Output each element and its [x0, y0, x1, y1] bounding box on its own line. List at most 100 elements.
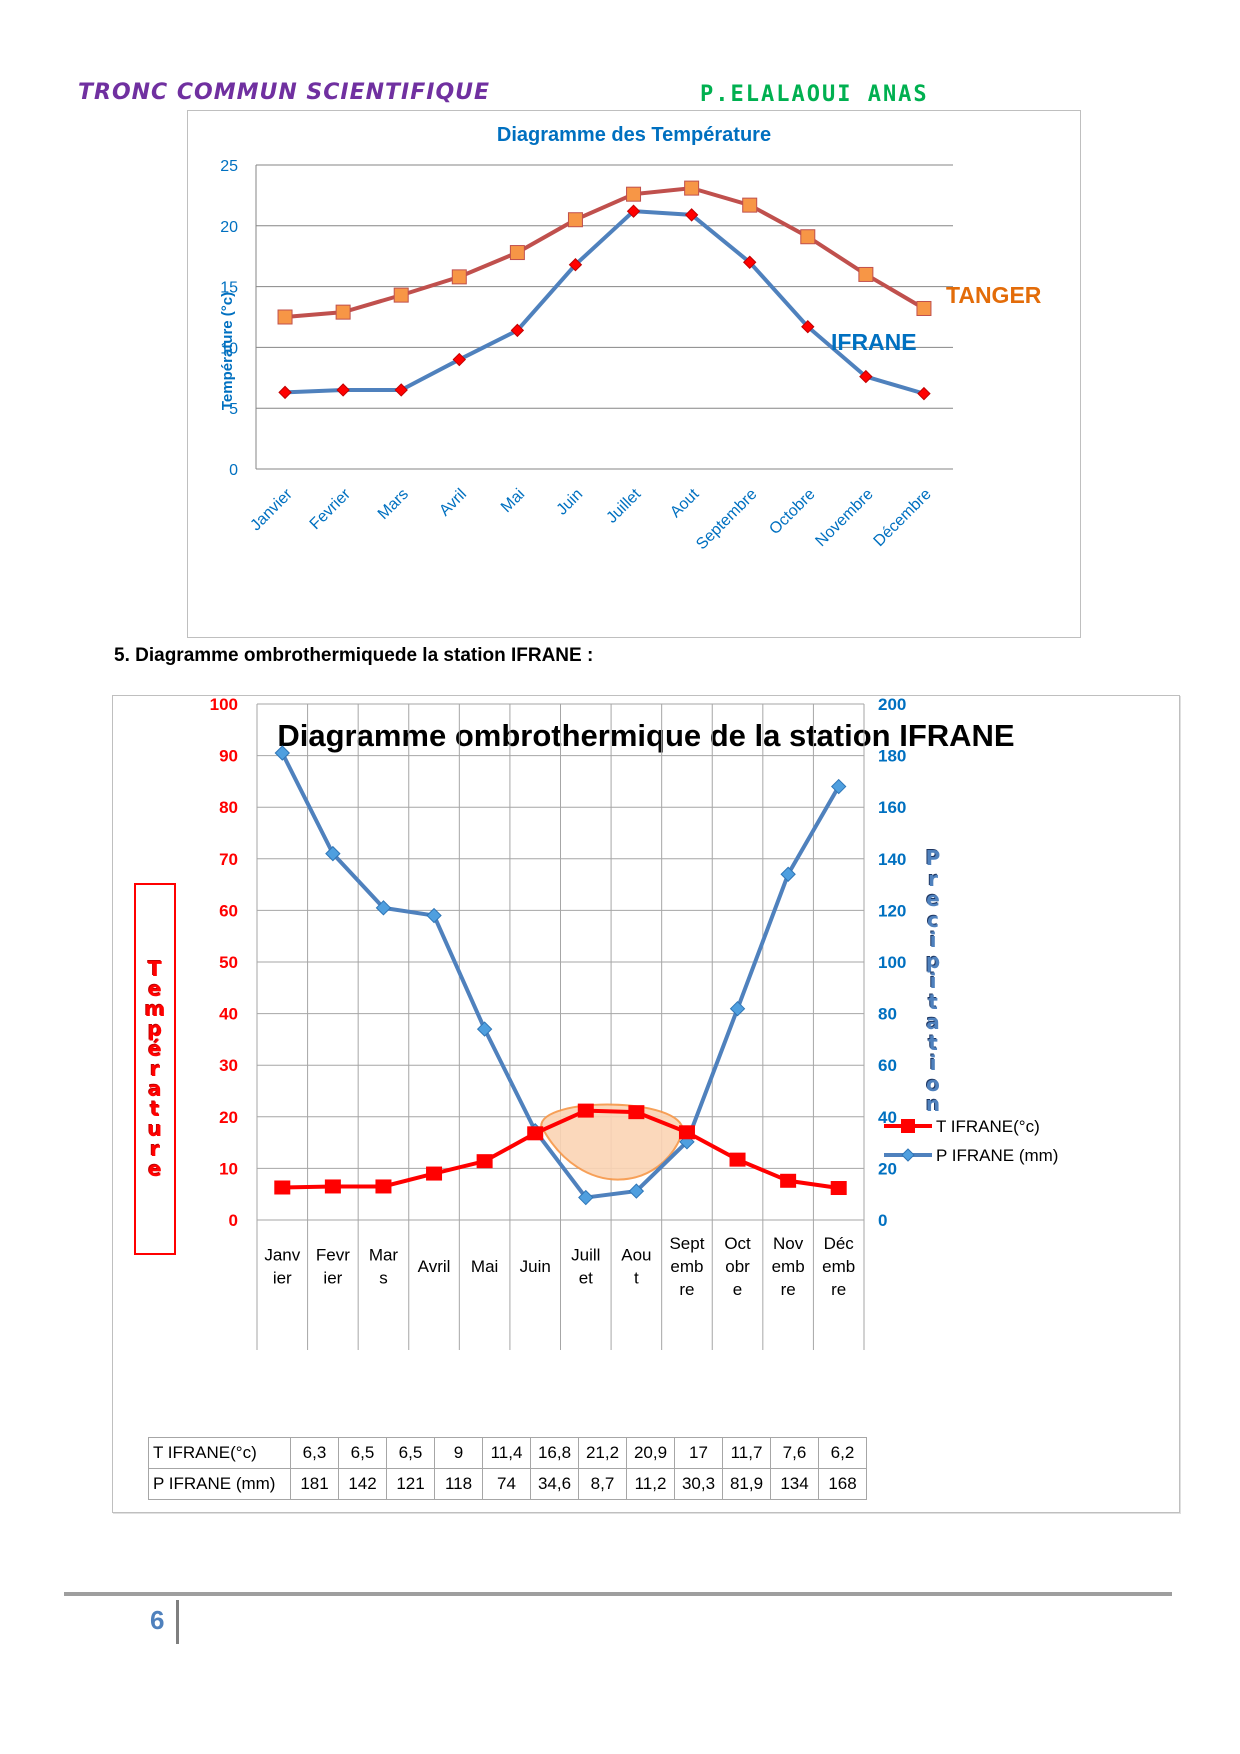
header-course-title: TRONC COMMUN SCIENTIFIQUE	[78, 80, 491, 105]
ombrothermic-month-label: t	[634, 1269, 639, 1288]
temperature-axis-tick: 100	[210, 696, 238, 714]
temperature-chart-y-tick: 20	[220, 219, 238, 236]
temperature-chart-x-tick: Mars	[375, 486, 412, 523]
temperature-axis-title-letter: t	[150, 1097, 160, 1121]
temperature-axis-title-letter: u	[147, 1117, 163, 1141]
table-cell: 21,2	[578, 1437, 627, 1469]
precipitation-axis-tick: 120	[878, 901, 906, 920]
ifrane-temperature-point	[684, 208, 699, 222]
table-row-label: P IFRANE (mm)	[148, 1468, 291, 1500]
precipitation-axis-tick: 80	[878, 1005, 897, 1024]
tanger-temperature-point	[277, 309, 293, 325]
table-cell: 142	[338, 1468, 387, 1500]
table-cell: 16,8	[530, 1437, 579, 1469]
precipitation-axis-title-letter: o	[926, 1071, 940, 1096]
ifrane-series-label: IFRANE	[831, 329, 917, 355]
temperature-point	[678, 1125, 695, 1140]
table-cell: 11,4	[482, 1437, 531, 1469]
table-cell: 6,5	[338, 1437, 387, 1469]
temperature-chart-x-tick: Octobre	[766, 486, 818, 538]
temperature-axis-title-letter: e	[148, 1157, 162, 1181]
header-author: P.ELALAOUI ANAS	[700, 82, 929, 107]
ifrane-temperature-point	[568, 258, 583, 272]
ombrothermic-month-label: Juill	[571, 1246, 600, 1265]
temperature-point	[324, 1179, 341, 1194]
temperature-chart-x-tick: Fevrier	[307, 485, 355, 533]
ombrothermic-month-label: e	[733, 1280, 742, 1299]
table-cell: 74	[482, 1468, 531, 1500]
ombrothermic-month-label: ier	[323, 1269, 342, 1288]
precipitation-axis-title-letter: i	[929, 1051, 937, 1075]
precipitation-axis-tick: 140	[878, 850, 906, 869]
temperature-chart-x-tick: Juillet	[603, 485, 644, 526]
tanger-temperature-line	[284, 186, 925, 319]
precipitation-point	[375, 900, 392, 916]
temperature-line	[282, 1108, 839, 1190]
tanger-temperature-point	[509, 245, 525, 261]
temperature-chart-y-tick: 15	[220, 280, 238, 297]
temperature-axis-title-letter: é	[148, 1037, 162, 1061]
precipitation-axis-title-letter: t	[928, 989, 938, 1014]
temperature-axis-title-letter: a	[148, 1077, 162, 1101]
temperature-axis-tick: 10	[219, 1159, 238, 1178]
precipitation-axis-tick: 20	[878, 1159, 897, 1178]
ombrothermic-month-label: Avril	[418, 1257, 451, 1276]
precipitation-axis-title-letter: p	[925, 948, 941, 973]
ifrane-temperature-point	[452, 352, 466, 367]
temperature-chart-x-tick: Novembre	[812, 486, 876, 550]
table-cell: 11,7	[722, 1437, 771, 1469]
temperature-axis-title-letter: p	[147, 1017, 163, 1041]
temperature-chart-frame: Diagramme des Température Température (°…	[187, 110, 1081, 638]
precipitation-point	[729, 1000, 746, 1017]
footer-divider	[64, 1592, 1172, 1596]
ombrothermic-month-label: s	[379, 1269, 388, 1288]
temperature-chart-x-tick: Décembre	[871, 486, 935, 550]
temperature-axis-tick: 20	[219, 1108, 238, 1127]
precipitation-axis-title-letter: i	[929, 928, 937, 952]
precipitation-axis-title-letter: c	[927, 907, 939, 932]
temperature-axis-title-letter: r	[150, 1137, 160, 1161]
temperature-point	[577, 1103, 594, 1118]
precipitation-axis-tick: 0	[878, 1211, 887, 1230]
ombrothermic-month-label: Mar	[369, 1246, 399, 1265]
ifrane-temperature-point	[917, 386, 931, 401]
precipitation-point	[831, 778, 847, 795]
ombrothermic-month-label: re	[679, 1280, 694, 1299]
precipitation-point	[274, 745, 290, 761]
legend-temperature-marker	[901, 1119, 915, 1133]
ombrothermic-month-label: emb	[772, 1257, 805, 1276]
ombrothermic-legend: T IFRANE(°c) P IFRANE (mm)	[884, 1117, 1058, 1165]
precipitation-point	[476, 1021, 493, 1037]
temperature-point	[628, 1105, 645, 1120]
page-number-separator	[176, 1600, 179, 1644]
temperature-chart-title: Diagramme des Température	[497, 124, 771, 146]
temperature-chart: Diagramme des Température Température (°…	[219, 124, 1042, 553]
ifrane-temperature-point	[743, 255, 757, 269]
tanger-temperature-point	[800, 229, 816, 245]
ifrane-temperature-point	[510, 323, 525, 338]
temperature-chart-x-tick: Mai	[498, 486, 528, 516]
tanger-temperature-point	[858, 266, 874, 282]
precipitation-axis-title-letter: e	[926, 887, 940, 911]
temperature-axis-tick: 80	[219, 798, 238, 817]
temperature-point	[426, 1166, 443, 1181]
table-cell: 30,3	[674, 1468, 723, 1500]
page-number: 6	[150, 1605, 165, 1635]
temperature-point	[274, 1180, 291, 1195]
temperature-axis-tick: 30	[219, 1056, 238, 1075]
tanger-temperature-point	[567, 212, 583, 228]
ombrothermic-month-label: Nov	[773, 1234, 804, 1253]
ombrothermic-month-label: Oct	[724, 1234, 751, 1253]
ombrothermic-month-label: Fevr	[316, 1246, 350, 1265]
temperature-axis-tick: 0	[229, 1211, 238, 1230]
temperature-chart-x-tick: Avril	[436, 486, 470, 520]
table-cell: 11,2	[626, 1468, 675, 1500]
table-cell: 20,9	[626, 1437, 675, 1469]
precipitation-axis-tick: 180	[878, 747, 906, 766]
table-cell: 9	[434, 1437, 483, 1469]
table-cell: 34,6	[530, 1468, 579, 1500]
tanger-series-label: TANGER	[946, 282, 1042, 308]
ombrothermic-month-label: ier	[273, 1269, 292, 1288]
precipitation-axis-title-letter: t	[928, 1030, 938, 1055]
